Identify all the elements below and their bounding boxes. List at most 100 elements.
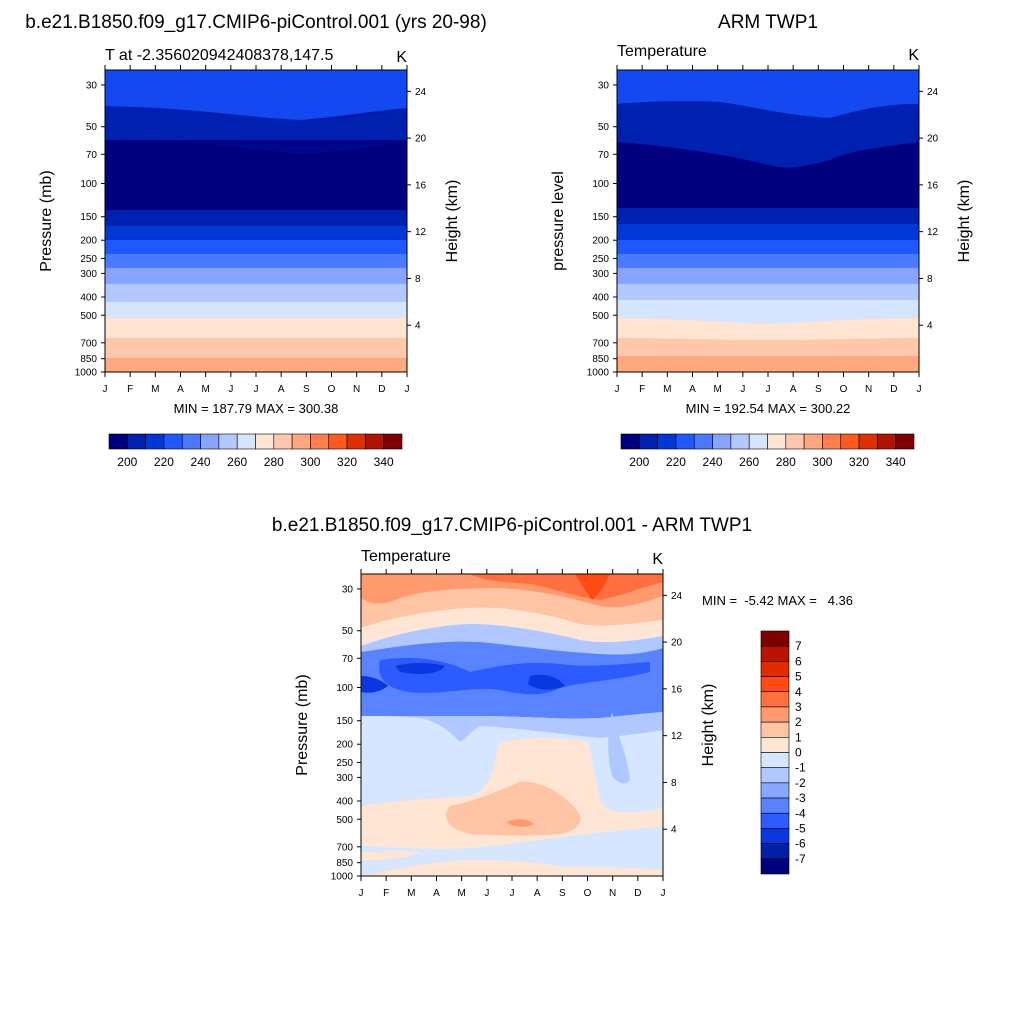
obs-y-ticks: 30 50 70 100 150 200 250 300 400 500 700 850 1000 [587, 80, 617, 379]
obs-plot-area [617, 70, 919, 372]
model-band-600 [105, 318, 407, 338]
colorbar-swatch [236, 433, 256, 450]
colorbar-swatch [218, 433, 238, 450]
colorbar-swatch [693, 433, 713, 450]
colorbar-label: 340 [886, 455, 906, 469]
colorbar-swatch [383, 433, 403, 450]
obs-band-150 [617, 208, 919, 224]
colorbar-label: 4 [795, 685, 802, 699]
colorbar-swatch [840, 433, 860, 450]
diff-title: b.e21.B1850.f09_g17.CMIP6-piControl.001 … [272, 515, 752, 536]
colorbar-swatch [760, 676, 790, 693]
x-tick-label: M [457, 888, 465, 899]
y-right-tick-label: 4 [671, 825, 677, 836]
colorbar-label: 1 [795, 730, 802, 744]
diff-contour-near-zero-upper [361, 607, 663, 646]
y-tick-label: 200 [80, 236, 97, 247]
colorbar-label: -2 [795, 776, 806, 790]
obs-band-400 [617, 284, 919, 300]
diff-contour-cold-4 [395, 663, 445, 674]
obs-panel: ARM TWP1 Temperature K 30 50 70 100 150 200 25… [550, 12, 973, 469]
y-tick-label: 200 [592, 236, 609, 247]
y-tick-label: 30 [86, 80, 98, 91]
colorbar-label: 7 [795, 639, 802, 653]
diff-contour-top-warm-3 [470, 574, 663, 600]
y-tick-label: 850 [80, 354, 97, 365]
colorbar-swatch [760, 767, 790, 784]
colorbar-swatch [760, 858, 790, 875]
y-right-tick-label: 12 [927, 227, 939, 238]
colorbar-swatch [620, 433, 640, 450]
model-ylabel: Pressure (mb) [38, 170, 55, 271]
colorbar-swatch [760, 721, 790, 738]
y-tick-label: 50 [598, 122, 610, 133]
y-tick-label: 30 [598, 80, 610, 91]
model-band-900 [105, 358, 407, 372]
colorbar-swatch [760, 737, 790, 753]
y-right-tick-label: 8 [927, 274, 933, 285]
colorbar-swatch [858, 433, 878, 450]
colorbar-swatch [255, 433, 275, 450]
x-tick-label: S [303, 384, 310, 395]
y-right-tick-label: 12 [415, 227, 427, 238]
model-band-400 [105, 284, 407, 302]
y-tick-label: 150 [336, 716, 353, 727]
diff-contour-cold-8 [361, 712, 663, 742]
colorbar-label: 340 [374, 455, 394, 469]
y-right-tick-label: 20 [415, 134, 427, 145]
diff-plot-area [361, 574, 663, 876]
y-tick-label: 30 [342, 584, 354, 595]
model-left-label: T at -2.356020942408378,147.5 [105, 47, 333, 64]
y-right-tick-label: 20 [927, 134, 939, 145]
x-tick-label: S [559, 888, 566, 899]
y-tick-label: 200 [336, 740, 353, 751]
obs-band-stratosphere [617, 101, 919, 168]
colorbar-label: 200 [629, 455, 649, 469]
obs-band-500 [617, 300, 919, 324]
diff-contour-cold-tongue [608, 712, 630, 784]
obs-band-750 [617, 338, 919, 356]
model-colorbar-labels: 200 220 240 260 280 300 320 340 [117, 455, 394, 469]
y-right-tick-label: 4 [927, 321, 933, 332]
model-band-750 [105, 338, 407, 358]
x-tick-label: J [405, 384, 410, 395]
colorbar-label: 220 [666, 455, 686, 469]
colorbar-label: 260 [739, 455, 759, 469]
diff-contour-top-warm-4 [575, 574, 610, 600]
y-tick-label: 100 [592, 179, 609, 190]
colorbar-label: -3 [795, 791, 806, 805]
y-tick-label: 700 [592, 338, 609, 349]
obs-y-ticks-right: 24 20 16 12 8 4 [919, 87, 939, 332]
model-band-500 [105, 302, 407, 318]
y-tick-label: 70 [598, 150, 610, 161]
colorbar-swatch [346, 433, 366, 450]
obs-band-600 [617, 318, 919, 340]
colorbar-swatch [760, 812, 790, 829]
y-tick-label: 150 [592, 212, 609, 223]
diff-contour-warm-lower-2 [446, 781, 581, 836]
colorbar-swatch [760, 661, 790, 677]
x-tick-label: F [383, 888, 389, 899]
y-tick-label: 1000 [331, 872, 354, 883]
colorbar-swatch [760, 630, 790, 647]
y-tick-label: 300 [80, 269, 97, 280]
diff-contour-cold-3 [379, 657, 650, 695]
model-right-label: K [396, 49, 407, 66]
colorbar-swatch [310, 433, 330, 450]
colorbar-label: -5 [795, 821, 806, 835]
colorbar-label: -4 [795, 806, 806, 820]
obs-colorbar-labels: 200 220 240 260 280 300 320 340 [629, 455, 906, 469]
colorbar-swatch [108, 433, 128, 450]
colorbar-label: -7 [795, 852, 806, 866]
colorbar-label: 260 [227, 455, 247, 469]
y-tick-label: 500 [80, 311, 97, 322]
colorbar-label: 240 [703, 455, 723, 469]
diff-contour-cold-7 [361, 705, 663, 719]
model-ylabel-right: Height (km) [444, 180, 461, 263]
colorbar-swatch [760, 645, 790, 662]
x-tick-label: J [359, 888, 364, 899]
x-tick-label: A [689, 384, 696, 395]
colorbar-label: -6 [795, 837, 806, 851]
obs-band-900 [617, 356, 919, 372]
colorbar-label: 280 [776, 455, 796, 469]
